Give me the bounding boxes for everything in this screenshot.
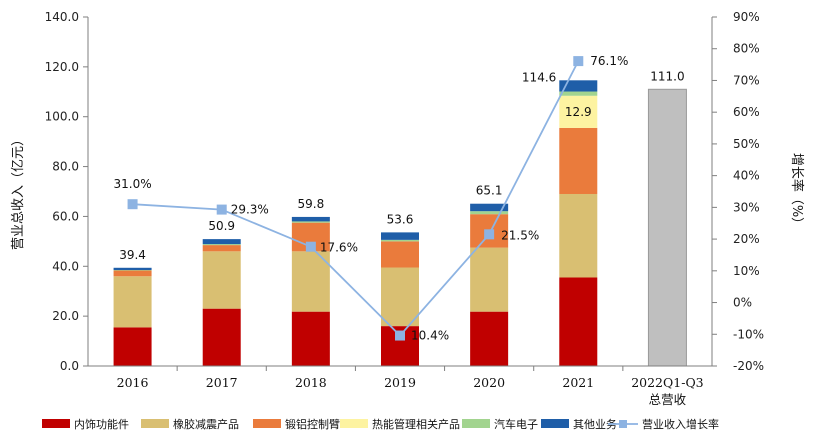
legend-label: 汽车电子	[494, 417, 538, 431]
total-label: 111.0	[650, 69, 684, 83]
bar-segment-4	[559, 91, 598, 96]
growth-label: 21.5%	[501, 228, 539, 242]
bar-segment-0	[113, 327, 152, 366]
x-tick-label: 2022Q1-Q3	[631, 375, 703, 390]
x-tick-label: 2018	[295, 375, 327, 390]
growth-line-layer	[127, 56, 584, 341]
bar-segment-3	[559, 95, 598, 128]
growth-marker	[127, 199, 138, 210]
bar-segment-0	[470, 311, 509, 366]
growth-label: 17.6%	[320, 241, 358, 255]
growth-marker	[484, 229, 495, 240]
left-tick-label: 0.0	[60, 359, 79, 373]
total-label: 53.6	[387, 212, 414, 226]
right-tick-label: 30%	[733, 200, 760, 214]
legend-swatch	[340, 419, 368, 428]
total-label: 39.4	[119, 248, 146, 262]
right-tick-label: 10%	[733, 264, 760, 278]
data-labels-layer: 39.4 50.9 59.8 53.6 65.1 114.6 111.0 12.9 31.0% 2…	[114, 54, 685, 342]
bar-segment-4	[291, 221, 330, 223]
bar-segment-1	[202, 251, 241, 309]
legend-label: 橡胶减震产品	[173, 417, 239, 431]
right-tick-label: 40%	[733, 169, 760, 183]
left-tick-label: 80.0	[52, 160, 79, 174]
legend-label: 热能管理相关产品	[372, 417, 460, 431]
axes-layer: 0.0 20.0 40.0 60.0 80.0 100.0 120.0 140.0 -20% -1…	[11, 10, 805, 407]
right-tick-label: 90%	[733, 10, 760, 24]
left-axis-title: 营业总收入（亿元）	[11, 133, 26, 250]
total-label: 65.1	[476, 184, 503, 198]
bar-segment-5	[291, 216, 330, 222]
bar-segment-2	[113, 270, 152, 277]
bar-segment-1	[559, 193, 598, 278]
growth-marker	[305, 241, 316, 252]
growth-label: 76.1%	[590, 54, 628, 68]
bar-segment-2	[559, 127, 598, 194]
x-tick-label: 2019	[384, 375, 416, 390]
bars-layer	[113, 80, 687, 367]
right-tick-label: 60%	[733, 105, 760, 119]
right-tick-label: 80%	[733, 42, 760, 56]
total-bar	[647, 88, 687, 367]
bar-segment-4	[381, 239, 419, 242]
x-tick-label: 2016	[117, 375, 149, 390]
bar-segment-2	[381, 241, 419, 268]
bar-segment-4	[470, 211, 509, 215]
bar-segment-4	[202, 244, 241, 246]
bar-segment-0	[202, 308, 241, 366]
growth-label: 10.4%	[411, 329, 449, 343]
legend-label: 内饰功能件	[74, 417, 129, 431]
bar-segment-5	[470, 203, 509, 212]
growth-marker	[216, 204, 227, 215]
total-label: 50.9	[208, 219, 235, 233]
right-tick-label: 50%	[733, 137, 760, 151]
left-tick-label: 100.0	[45, 110, 79, 124]
segment-label: 12.9	[565, 105, 592, 119]
legend-swatch	[253, 419, 281, 428]
bar-segment-5	[381, 232, 419, 240]
left-tick-label: 20.0	[52, 309, 79, 323]
left-tick-label: 40.0	[52, 259, 79, 273]
growth-label: 29.3%	[231, 203, 269, 217]
total-label: 59.8	[297, 197, 324, 211]
left-tick-label: 140.0	[45, 10, 79, 24]
growth-marker	[573, 56, 584, 67]
legend-label: 锻铝控制臂	[285, 417, 340, 431]
bar-segment-0	[291, 311, 330, 366]
bar-segment-1	[381, 267, 419, 327]
legend-swatch	[42, 419, 70, 428]
right-tick-label: -20%	[733, 359, 764, 373]
legend-swatch	[541, 419, 569, 428]
x-tick-label: 2021	[562, 375, 594, 390]
x-tick-label: 2020	[473, 375, 505, 390]
growth-marker	[395, 330, 405, 341]
x-tick-label: 总营收	[649, 392, 687, 407]
left-tick-label: 60.0	[52, 209, 79, 223]
legend-label: 营业收入增长率	[642, 417, 719, 431]
bar-segment-5	[559, 80, 598, 92]
bar-segment-1	[470, 247, 509, 312]
legend-swatch	[141, 419, 169, 428]
growth-line	[132, 60, 580, 337]
left-tick-label: 120.0	[45, 60, 79, 74]
legend-swatch	[462, 419, 490, 428]
right-tick-label: 0%	[733, 296, 752, 310]
right-axis-title: 增长率（%）	[789, 153, 805, 230]
legend-label: 其他业务	[573, 418, 617, 431]
right-tick-label: 20%	[733, 232, 760, 246]
bar-segment-5	[202, 239, 241, 245]
bar-segment-2	[202, 245, 241, 252]
legend-marker	[619, 420, 627, 428]
x-tick-label: 2017	[206, 375, 238, 390]
bar-segment-1	[113, 276, 152, 328]
bar-segment-5	[113, 267, 152, 271]
right-tick-label: -10%	[733, 327, 764, 341]
bar-segment-0	[559, 277, 598, 366]
growth-label: 31.0%	[114, 177, 152, 191]
bar-segment-1	[291, 251, 330, 312]
legend: 内饰功能件 橡胶减震产品 锻铝控制臂 热能管理相关产品 汽车电子 其他业务 营业收入增长率	[42, 417, 719, 431]
total-label: 114.6	[522, 70, 556, 84]
right-tick-label: 70%	[733, 73, 760, 87]
